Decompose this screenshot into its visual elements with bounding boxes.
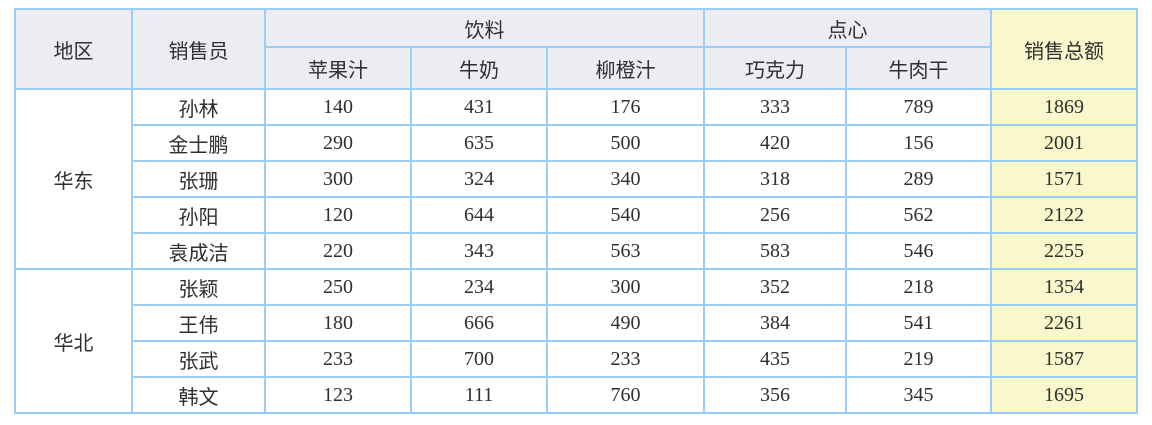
table-row: 张珊 300 324 340 318 289 1571	[15, 160, 1138, 198]
table-row: 金士鹏 290 635 500 420 156 2001	[15, 124, 1138, 162]
value-cell: 289	[845, 160, 992, 198]
subheader-apple-juice: 苹果汁	[264, 46, 412, 90]
value-cell: 384	[703, 304, 847, 342]
value-cell: 666	[410, 304, 548, 342]
value-cell: 256	[703, 196, 847, 234]
value-cell: 343	[410, 232, 548, 270]
sales-table: 地区 销售员 饮料 点心 销售总额 苹果汁 牛奶 柳橙汁 巧克力 牛肉干 华东 …	[14, 8, 1138, 414]
subheader-orange-juice: 柳橙汁	[546, 46, 705, 90]
value-cell: 500	[546, 124, 705, 162]
value-cell: 540	[546, 196, 705, 234]
region-header: 地区	[14, 8, 133, 90]
salesperson-header: 销售员	[131, 8, 266, 90]
table-row: 王伟 180 666 490 384 541 2261	[15, 304, 1138, 342]
value-cell: 234	[410, 268, 548, 306]
value-cell: 233	[264, 340, 412, 378]
value-cell: 300	[546, 268, 705, 306]
total-cell: 1571	[990, 160, 1138, 198]
table-row: 孙阳 120 644 540 256 562 2122	[15, 196, 1138, 234]
subheader-beef-jerky: 牛肉干	[845, 46, 992, 90]
value-cell: 760	[546, 376, 705, 414]
value-cell: 435	[703, 340, 847, 378]
total-header: 销售总额	[990, 8, 1138, 90]
total-cell: 1695	[990, 376, 1138, 414]
value-cell: 546	[845, 232, 992, 270]
salesperson-cell: 孙林	[131, 88, 266, 126]
table-row: 韩文 123 111 760 356 345 1695	[15, 376, 1138, 414]
value-cell: 635	[410, 124, 548, 162]
salesperson-cell: 张武	[131, 340, 266, 378]
table-row: 华东 孙林 140 431 176 333 789 1869	[14, 88, 1138, 270]
value-cell: 324	[410, 160, 548, 198]
value-cell: 250	[264, 268, 412, 306]
total-cell: 1869	[990, 88, 1138, 126]
salesperson-cell: 袁成洁	[131, 232, 266, 270]
value-cell: 219	[845, 340, 992, 378]
value-cell: 345	[845, 376, 992, 414]
header-row-groups: 地区 销售员 饮料 点心 销售总额	[14, 8, 1138, 90]
value-cell: 120	[264, 196, 412, 234]
value-cell: 180	[264, 304, 412, 342]
salesperson-cell: 金士鹏	[131, 124, 266, 162]
value-cell: 420	[703, 124, 847, 162]
value-cell: 156	[845, 124, 992, 162]
salesperson-cell: 王伟	[131, 304, 266, 342]
value-cell: 644	[410, 196, 548, 234]
value-cell: 220	[264, 232, 412, 270]
subheader-milk: 牛奶	[410, 46, 548, 90]
region-cell: 华北	[14, 268, 133, 414]
total-cell: 2261	[990, 304, 1138, 342]
value-cell: 431	[410, 88, 548, 126]
value-cell: 123	[264, 376, 412, 414]
salesperson-cell: 孙阳	[131, 196, 266, 234]
total-cell: 2122	[990, 196, 1138, 234]
value-cell: 290	[264, 124, 412, 162]
value-cell: 541	[845, 304, 992, 342]
salesperson-cell: 张颖	[131, 268, 266, 306]
table-row: 张武 233 700 233 435 219 1587	[15, 340, 1138, 378]
value-cell: 789	[845, 88, 992, 126]
value-cell: 111	[410, 376, 548, 414]
value-cell: 490	[546, 304, 705, 342]
table-row: 华北 张颖 250 234 300 352 218 1354	[14, 268, 1138, 414]
value-cell: 700	[410, 340, 548, 378]
table-row: 袁成洁 220 343 563 583 546 2255	[15, 232, 1138, 270]
value-cell: 176	[546, 88, 705, 126]
beverage-group-header: 饮料	[264, 8, 705, 48]
value-cell: 563	[546, 232, 705, 270]
snack-group-header: 点心	[703, 8, 992, 48]
salesperson-cell: 张珊	[131, 160, 266, 198]
total-cell: 2255	[990, 232, 1138, 270]
total-cell: 2001	[990, 124, 1138, 162]
value-cell: 318	[703, 160, 847, 198]
value-cell: 356	[703, 376, 847, 414]
total-cell: 1354	[990, 268, 1138, 306]
value-cell: 333	[703, 88, 847, 126]
value-cell: 352	[703, 268, 847, 306]
value-cell: 300	[264, 160, 412, 198]
header-row-products: 苹果汁 牛奶 柳橙汁 巧克力 牛肉干	[15, 46, 1137, 90]
value-cell: 583	[703, 232, 847, 270]
value-cell: 233	[546, 340, 705, 378]
subheader-chocolate: 巧克力	[703, 46, 847, 90]
value-cell: 218	[845, 268, 992, 306]
sales-table-container: 地区 销售员 饮料 点心 销售总额 苹果汁 牛奶 柳橙汁 巧克力 牛肉干 华东 …	[14, 8, 1138, 414]
salesperson-cell: 韩文	[131, 376, 266, 414]
value-cell: 340	[546, 160, 705, 198]
region-cell: 华东	[14, 88, 133, 270]
total-cell: 1587	[990, 340, 1138, 378]
value-cell: 562	[845, 196, 992, 234]
value-cell: 140	[264, 88, 412, 126]
